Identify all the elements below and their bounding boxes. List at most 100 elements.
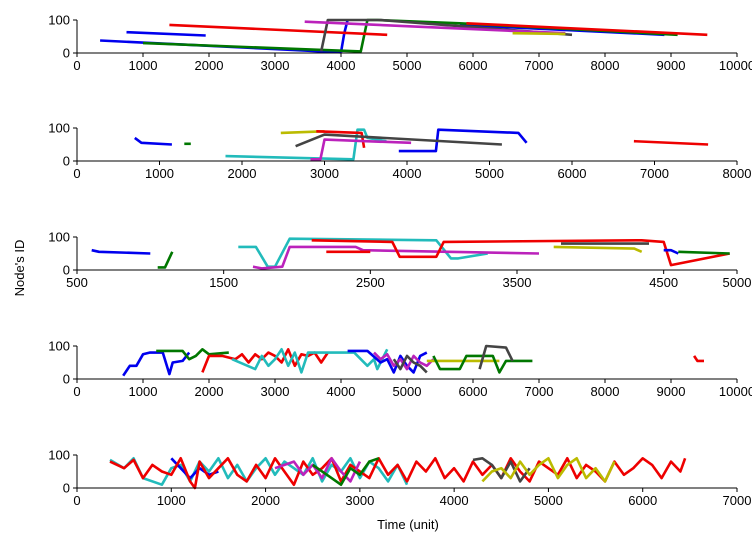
- x-tick-label: 8000: [591, 58, 620, 73]
- x-tick-label: 0: [73, 166, 80, 181]
- series-line-2: [157, 251, 174, 269]
- x-tick-label: 0: [73, 384, 80, 399]
- series-group: [100, 18, 708, 54]
- subplot-3: 500 1500 2500 3500 4500 5000 0 100: [48, 230, 751, 291]
- series-line-6: [311, 239, 730, 267]
- x-tick-label: 7000: [525, 58, 554, 73]
- x-tick-label: 9000: [657, 58, 686, 73]
- y-tick-label: 100: [48, 121, 70, 136]
- series-line-7: [481, 456, 616, 483]
- x-tick-label: 2000: [195, 58, 224, 73]
- series-line-9: [432, 354, 533, 374]
- x-tick-label: 2500: [356, 275, 385, 290]
- series-line-4: [231, 347, 389, 374]
- x-tick-label: 10000: [719, 58, 752, 73]
- series-group: [109, 456, 687, 490]
- series-line-3: [109, 456, 687, 490]
- y-tick-label: 0: [63, 263, 70, 278]
- series-group: [134, 128, 709, 161]
- subplot-1: 0 1000 2000 3000 4000 5000 6000 7000 8000 9000 100…: [48, 13, 752, 74]
- x-tick-label: 2000: [228, 166, 257, 181]
- x-axis-label: Time (unit): [377, 517, 439, 532]
- x-tick-label: 4500: [649, 275, 678, 290]
- series-line-1: [122, 351, 191, 377]
- series-line-6: [316, 130, 366, 149]
- y-tick-label: 0: [63, 46, 70, 61]
- x-tick-label: 8000: [723, 166, 752, 181]
- x-tick-label: 1000: [157, 493, 186, 508]
- x-tick-label: 0: [73, 493, 80, 508]
- y-tick-label: 100: [48, 339, 70, 354]
- x-tick-label: 7000: [640, 166, 669, 181]
- series-line-1: [91, 248, 151, 255]
- series-line-7: [553, 245, 643, 253]
- series-line-2: [398, 128, 528, 153]
- series-line-1: [109, 456, 409, 487]
- x-tick-label: 1000: [145, 166, 174, 181]
- x-tick-label: 1000: [129, 58, 158, 73]
- series-line-10: [512, 31, 566, 36]
- y-tick-label: 100: [48, 230, 70, 245]
- x-tick-label: 0: [73, 58, 80, 73]
- y-axis-label: Node's ID: [12, 240, 27, 297]
- series-line-7: [392, 354, 428, 374]
- x-tick-label: 2000: [251, 493, 280, 508]
- series-line-8: [319, 18, 573, 52]
- x-tick-label: 5000: [393, 384, 422, 399]
- y-tick-label: 100: [48, 448, 70, 463]
- x-tick-label: 5000: [534, 493, 563, 508]
- subplot-2: 0 1000 2000 3000 4000 5000 6000 7000 8000 0 100: [48, 121, 751, 182]
- x-tick-label: 1000: [129, 384, 158, 399]
- series-group: [122, 344, 704, 377]
- series-line-5: [142, 18, 678, 53]
- x-tick-label: 5000: [475, 166, 504, 181]
- x-tick-label: 7000: [723, 493, 752, 508]
- series-line-10: [678, 250, 730, 255]
- series-line-2: [170, 457, 219, 480]
- x-tick-label: 8000: [591, 384, 620, 399]
- series-line-4: [274, 456, 362, 483]
- series-line-2: [156, 347, 229, 361]
- x-tick-label: 3000: [261, 58, 290, 73]
- x-tick-label: 4000: [393, 166, 422, 181]
- x-tick-label: 3000: [261, 384, 290, 399]
- x-tick-label: 3000: [345, 493, 374, 508]
- x-tick-label: 4000: [327, 58, 356, 73]
- x-tick-label: 9000: [657, 384, 686, 399]
- x-tick-label: 4000: [440, 493, 469, 508]
- y-tick-label: 0: [63, 372, 70, 387]
- subplot-4: 0 1000 2000 3000 4000 5000 6000 7000 8000 9000 100…: [48, 339, 752, 400]
- series-line-1: [134, 136, 172, 146]
- x-tick-label: 2000: [195, 384, 224, 399]
- x-tick-label: 6000: [628, 493, 657, 508]
- x-tick-label: 3000: [310, 166, 339, 181]
- y-tick-label: 100: [48, 13, 70, 28]
- series-line-9: [295, 133, 502, 148]
- x-tick-label: 6000: [558, 166, 587, 181]
- y-tick-label: 0: [63, 481, 70, 496]
- x-tick-label: 10000: [719, 384, 752, 399]
- y-tick-label: 0: [63, 154, 70, 169]
- x-tick-label: 1500: [209, 275, 238, 290]
- subplot-5: 0 1000 2000 3000 4000 5000 6000 7000 0 100: [48, 448, 751, 509]
- x-tick-label: 7000: [525, 384, 554, 399]
- series-line-7: [466, 22, 708, 37]
- series-line-3: [238, 237, 488, 269]
- series-line-8: [663, 248, 679, 255]
- x-tick-label: 6000: [459, 58, 488, 73]
- series-line-10: [478, 344, 514, 370]
- subplots: 0 1000 2000 3000 4000 5000 6000 7000 8000 9000 100…: [48, 13, 752, 509]
- series-line-7: [633, 139, 709, 146]
- series-line-6: [169, 23, 388, 37]
- x-tick-label: 5000: [723, 275, 752, 290]
- x-tick-label: 3500: [503, 275, 532, 290]
- series-group: [91, 237, 730, 270]
- x-tick-label: 4000: [327, 384, 356, 399]
- series-line-11: [693, 355, 704, 363]
- series-line-2: [126, 30, 206, 37]
- x-tick-label: 500: [66, 275, 88, 290]
- series-line-4: [252, 245, 540, 270]
- series-line-6: [472, 456, 531, 483]
- x-tick-label: 6000: [459, 384, 488, 399]
